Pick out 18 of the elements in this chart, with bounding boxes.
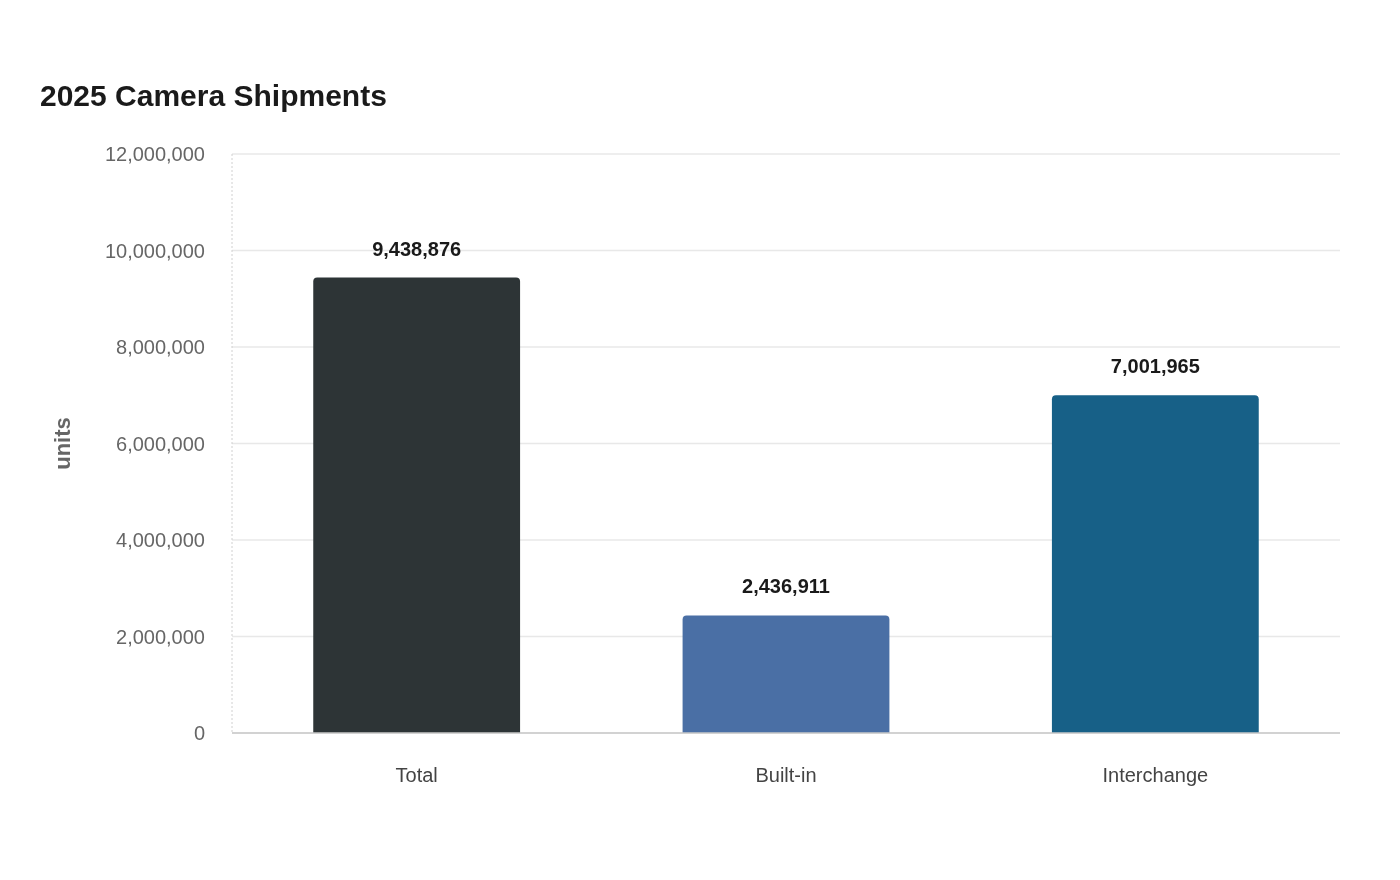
x-tick-label: Interchange [1102, 764, 1209, 786]
data-label: 7,001,965 [1110, 355, 1200, 378]
y-tick-label: 6,000,000 [116, 432, 205, 455]
y-tick-label: 8,000,000 [116, 336, 205, 358]
y-tick-label: 0 [193, 722, 205, 744]
y-tick-label: 10,000,000 [104, 239, 205, 262]
y-tick-label: 4,000,000 [116, 529, 205, 551]
y-axis-title: units [50, 417, 75, 470]
bar [1051, 395, 1259, 733]
data-label: 9,438,876 [372, 237, 462, 260]
chart-title: 2025 Camera Shipments [40, 79, 387, 112]
x-tick-label: Total [395, 764, 438, 786]
bar [682, 615, 890, 733]
y-tick-label: 2,000,000 [116, 625, 205, 648]
y-tick-label: 12,000,000 [104, 143, 205, 165]
x-tick-label: Built-in [755, 764, 817, 786]
data-label: 2,436,911 [742, 575, 830, 598]
bar [313, 277, 521, 733]
